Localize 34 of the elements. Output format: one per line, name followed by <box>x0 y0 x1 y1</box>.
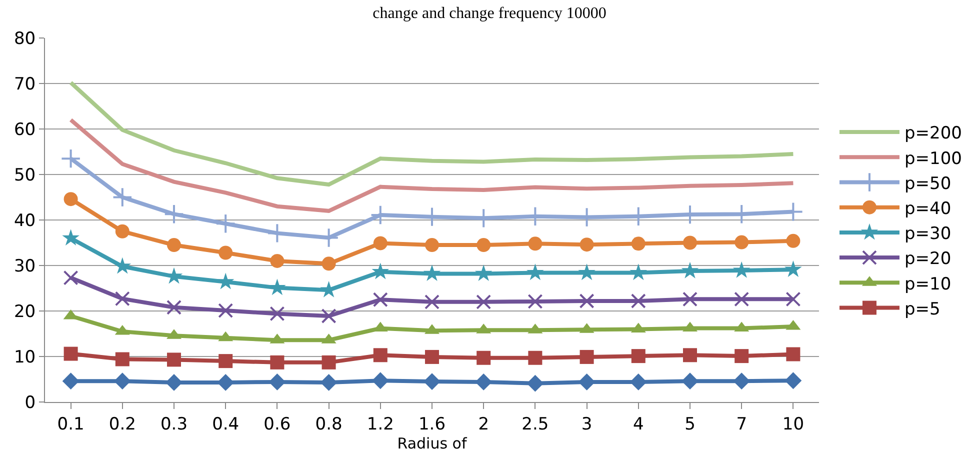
legend-label: p=20 <box>904 249 952 270</box>
y-tick-label: 10 <box>14 347 36 368</box>
x-tick-label: 0.1 <box>57 414 84 434</box>
legend-label: p=10 <box>904 274 952 294</box>
x-tick-label: 0.6 <box>264 414 291 434</box>
x-tick-label: 3 <box>581 414 592 434</box>
x-tick-label: 4 <box>632 414 644 434</box>
x-axis-title: Radius of <box>397 434 468 452</box>
x-tick-label: 0.8 <box>315 414 342 434</box>
x-tick-label: 10 <box>782 414 804 434</box>
y-tick-label: 70 <box>14 74 36 94</box>
legend-label: p=100 <box>904 148 962 169</box>
x-tick-label: 2.5 <box>522 414 549 434</box>
legend-label: p=30 <box>904 224 952 244</box>
x-tick-label: 5 <box>684 414 696 434</box>
x-tick-label: 0.4 <box>212 414 240 434</box>
y-tick-label: 50 <box>14 165 36 186</box>
legend-label: p=50 <box>904 174 952 194</box>
y-tick-label: 40 <box>14 210 36 231</box>
x-tick-label: 7 <box>736 414 748 434</box>
legend-label: p=40 <box>904 198 952 219</box>
x-tick-label: 1.6 <box>418 414 446 434</box>
x-tick-label: 0.3 <box>160 414 188 434</box>
legend-label: p=5 <box>904 299 940 320</box>
y-tick-label: 60 <box>14 120 36 140</box>
x-tick-label: 0.2 <box>108 414 136 434</box>
x-tick-label: 2 <box>478 414 490 434</box>
x-tick-label: 1.2 <box>366 414 394 434</box>
y-tick-label: 80 <box>14 28 36 49</box>
legend-label: p=200 <box>904 124 962 144</box>
y-tick-label: 20 <box>14 302 36 322</box>
y-tick-label: 0 <box>24 392 36 413</box>
chart-title: change and change frequency 10000 <box>372 5 606 22</box>
y-tick-label: 30 <box>14 256 36 276</box>
